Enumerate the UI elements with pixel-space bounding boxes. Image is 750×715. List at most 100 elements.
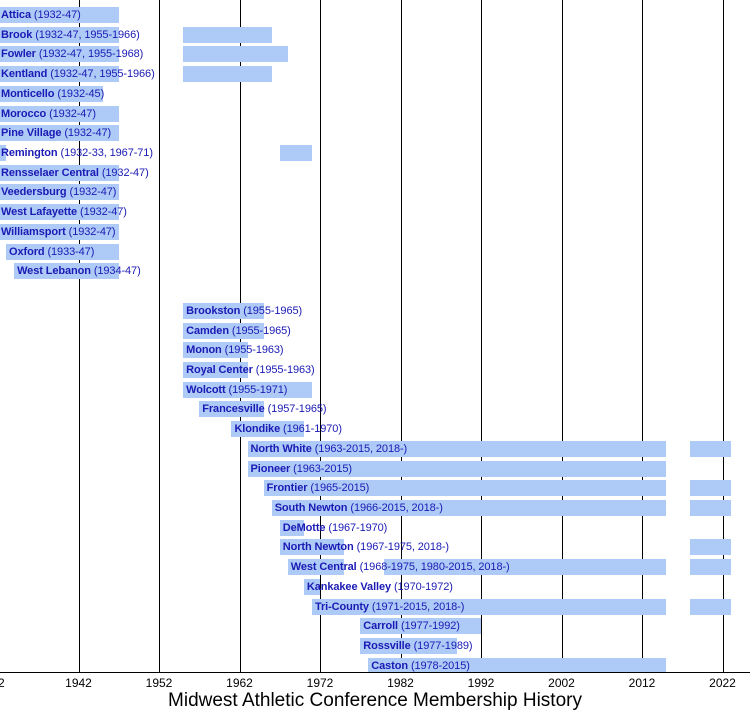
axis-tick-label: 32	[0, 676, 5, 690]
timeline-row: Camden (1955-1965)	[0, 322, 750, 339]
gridline	[642, 0, 643, 672]
membership-years: (1932-33, 1967-71)	[57, 147, 153, 160]
timeline-row-label: Camden (1955-1965)	[186, 323, 291, 339]
timeline-row: North White (1963-2015, 2018-)	[0, 440, 750, 457]
school-name: Rossville	[363, 640, 411, 653]
timeline-row-label: North Newton (1967-1975, 2018-)	[283, 539, 449, 555]
timeline-row: Carroll (1977-1992)	[0, 618, 750, 635]
timeline-bar	[279, 145, 312, 162]
x-axis-line	[0, 672, 750, 673]
timeline-bar	[247, 440, 667, 457]
timeline-row-label: Kentland (1932-47, 1955-1966)	[1, 66, 155, 82]
timeline-bar	[0, 223, 119, 240]
timeline-bar	[0, 184, 119, 201]
timeline-bar	[303, 578, 320, 595]
membership-years: (1932-47)	[61, 127, 112, 140]
timeline-bar	[199, 401, 264, 418]
timeline-bar	[690, 480, 731, 497]
timeline-row-label: North White (1963-2015, 2018-)	[251, 441, 408, 457]
timeline-row: DeMotte (1967-1970)	[0, 519, 750, 536]
timeline-row-label: South Newton (1966-2015, 2018-)	[275, 500, 443, 516]
membership-years: (1957-1965)	[264, 403, 327, 416]
timeline-row-label: Rossville (1977-1989)	[363, 638, 472, 654]
membership-years: (1955-1965)	[228, 324, 291, 337]
timeline-row-label: Brook (1932-47, 1955-1966)	[1, 27, 140, 43]
timeline-row-label: Brookston (1955-1965)	[186, 303, 302, 319]
timeline-bar	[6, 243, 119, 260]
school-name: Royal Center	[186, 363, 253, 376]
timeline-bar	[0, 145, 7, 162]
timeline-bar	[14, 263, 119, 280]
school-name: Kentland	[1, 68, 48, 81]
timeline-row: Wolcott (1955-1971)	[0, 381, 750, 398]
school-name: North White	[250, 442, 312, 455]
school-name: South Newton	[274, 502, 348, 514]
school-name: Francesville	[202, 403, 265, 416]
membership-years: (1955-1965)	[240, 304, 303, 317]
timeline-row-label: Tri-County (1971-2015, 2018-)	[315, 599, 464, 615]
timeline-row-label: West Lebanon (1934-47)	[17, 263, 141, 279]
membership-years: (1965-2015)	[307, 482, 370, 495]
membership-years: (1932-47, 1955-1968)	[35, 48, 144, 61]
timeline-row-label: Pine Village (1932-47)	[1, 125, 111, 141]
timeline-bar	[0, 105, 119, 122]
timeline-row-label: Kankakee Valley (1970-1972)	[307, 579, 453, 595]
timeline-bar	[368, 657, 667, 672]
timeline-row: Francesville (1957-1965)	[0, 401, 750, 418]
timeline-row-label: Carroll (1977-1992)	[363, 618, 460, 634]
timeline-row: Attica (1932-47)	[0, 7, 750, 23]
school-name: Morocco	[1, 107, 47, 120]
membership-years: (1977-1989)	[410, 640, 473, 653]
membership-years: (1955-1963)	[221, 344, 284, 357]
membership-years: (1932-47)	[77, 206, 127, 219]
school-name: West Central	[290, 561, 357, 574]
school-name: Brook	[1, 28, 33, 41]
timeline-bar	[384, 559, 667, 576]
timeline-row: Pine Village (1932-47)	[0, 125, 750, 142]
timeline-bar	[231, 421, 304, 438]
school-name: Tri-County	[314, 600, 369, 613]
timeline-bar	[690, 440, 731, 457]
school-name: Wolcott	[186, 383, 226, 396]
timeline-row-label: Monticello (1932-45)	[1, 86, 104, 102]
timeline-row-label: Wolcott (1955-1971)	[186, 382, 287, 398]
membership-years: (1932-47, 1955-1966)	[32, 28, 140, 41]
timeline-row: Kentland (1932-47, 1955-1966)	[0, 66, 750, 83]
timeline-bar	[311, 598, 667, 615]
axis-tick-label: 2022	[709, 676, 736, 690]
membership-years: (1932-47)	[65, 225, 116, 238]
membership-years: (1934-47)	[90, 265, 141, 278]
school-name: Monticello	[1, 87, 55, 100]
membership-years: (1932-47)	[98, 166, 149, 179]
school-name: Pine Village	[1, 127, 62, 140]
axis-tick-label: 1982	[387, 676, 414, 690]
timeline-row: Pioneer (1963-2015)	[0, 460, 750, 477]
membership-years: (1932-47, 1955-1966)	[47, 68, 155, 81]
timeline-bar	[0, 46, 119, 63]
timeline-row: Brookston (1955-1965)	[0, 302, 750, 319]
membership-years: (1961-1970)	[280, 423, 342, 436]
axis-tick-label: 2012	[628, 676, 656, 690]
timeline-row-label: Caston (1978-2015)	[371, 658, 470, 672]
timeline-row-label: Pioneer (1963-2015)	[251, 461, 353, 477]
timeline-row: North Newton (1967-1975, 2018-)	[0, 539, 750, 556]
membership-years: (1955-1971)	[225, 383, 288, 396]
membership-years: (1932-47)	[46, 107, 96, 120]
membership-years: (1977-1992)	[398, 620, 460, 633]
timeline-row-label: Francesville (1957-1965)	[202, 401, 326, 417]
timeline-bar	[0, 85, 103, 102]
school-name: Frontier	[266, 482, 308, 495]
timeline-bar	[279, 519, 304, 536]
school-name: Monon	[186, 344, 222, 357]
timeline-row-label: Oxford (1933-47)	[9, 244, 94, 260]
gridline	[722, 0, 724, 672]
school-name: Brookston	[186, 304, 241, 317]
membership-years: (1955-1963)	[252, 363, 315, 376]
timeline-bar	[183, 26, 272, 43]
timeline-bar	[279, 539, 345, 556]
timeline-row-label: Remington (1932-33, 1967-71)	[1, 145, 153, 161]
timeline-row: Monticello (1932-45)	[0, 85, 750, 102]
timeline-row: Rossville (1977-1989)	[0, 638, 750, 655]
timeline-bar	[183, 302, 264, 319]
